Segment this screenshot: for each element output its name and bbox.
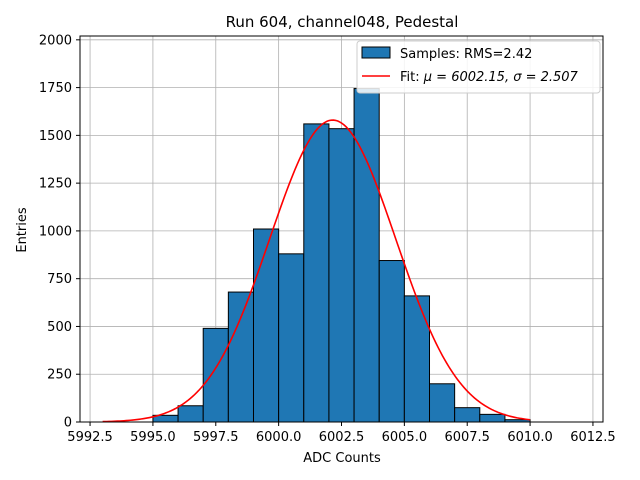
histogram-bar: [429, 383, 456, 423]
y-tick-label: 500: [47, 320, 72, 335]
legend-histogram-swatch: [361, 46, 391, 59]
histogram-bar: [454, 407, 481, 423]
x-tick-label: 5992.5: [67, 430, 113, 445]
legend-box: [356, 40, 601, 94]
y-tick-label: 2000: [39, 33, 72, 48]
y-tick-label: 1000: [39, 224, 72, 239]
x-axis-ticks: 5992.5 5995.0 5997.5 6000.0 6002.5 6005.0 6007…: [67, 422, 616, 445]
legend: Samples: RMS=2.42 Fit: μ = 6002.15, σ = …: [356, 40, 601, 94]
histogram-bar: [227, 291, 254, 423]
legend-histogram-label: Samples: RMS=2.42: [400, 47, 532, 62]
histogram-bar: [252, 228, 280, 423]
y-tick-label: 0: [64, 416, 72, 431]
chart-title: Run 604, channel048, Pedestal: [226, 13, 459, 31]
y-tick-label: 750: [47, 272, 72, 287]
x-tick-label: 6005.0: [382, 430, 428, 445]
histogram-bar: [202, 327, 229, 423]
y-tick-label: 250: [47, 368, 72, 383]
x-tick-label: 6000.0: [256, 430, 302, 445]
histogram-bar: [378, 260, 405, 423]
y-axis-label: Entries: [15, 207, 30, 253]
histogram-bar: [303, 123, 330, 423]
histogram-bar: [403, 295, 431, 423]
histogram-bar: [278, 253, 305, 423]
legend-fit-prefix: Fit:: [400, 70, 424, 85]
histogram-bars: [152, 88, 531, 423]
legend-fit-label: Fit: μ = 6002.15, σ = 2.507: [400, 70, 579, 85]
histogram-bar: [353, 88, 380, 423]
x-axis-label: ADC Counts: [303, 451, 381, 466]
x-tick-label: 5997.5: [193, 430, 239, 445]
y-tick-label: 1250: [39, 177, 72, 192]
legend-fit-mu: μ = 6002.15,: [423, 70, 513, 85]
fit-curve: [102, 119, 531, 423]
y-tick-label: 1750: [39, 81, 72, 96]
histogram-bar: [479, 413, 506, 423]
x-tick-label: 6002.5: [319, 430, 365, 445]
histogram-bar: [177, 405, 204, 423]
y-axis-ticks: 0 250 500 750 1000 1250 1500 1750 2000: [39, 33, 80, 431]
x-tick-label: 5995.0: [130, 430, 176, 445]
y-tick-label: 1500: [39, 129, 72, 144]
x-tick-label: 6007.5: [444, 430, 490, 445]
histogram-bar: [328, 128, 355, 423]
x-tick-label: 6012.5: [570, 430, 616, 445]
legend-fit-sigma: σ = 2.507: [513, 70, 578, 85]
x-tick-label: 6010.0: [507, 430, 553, 445]
